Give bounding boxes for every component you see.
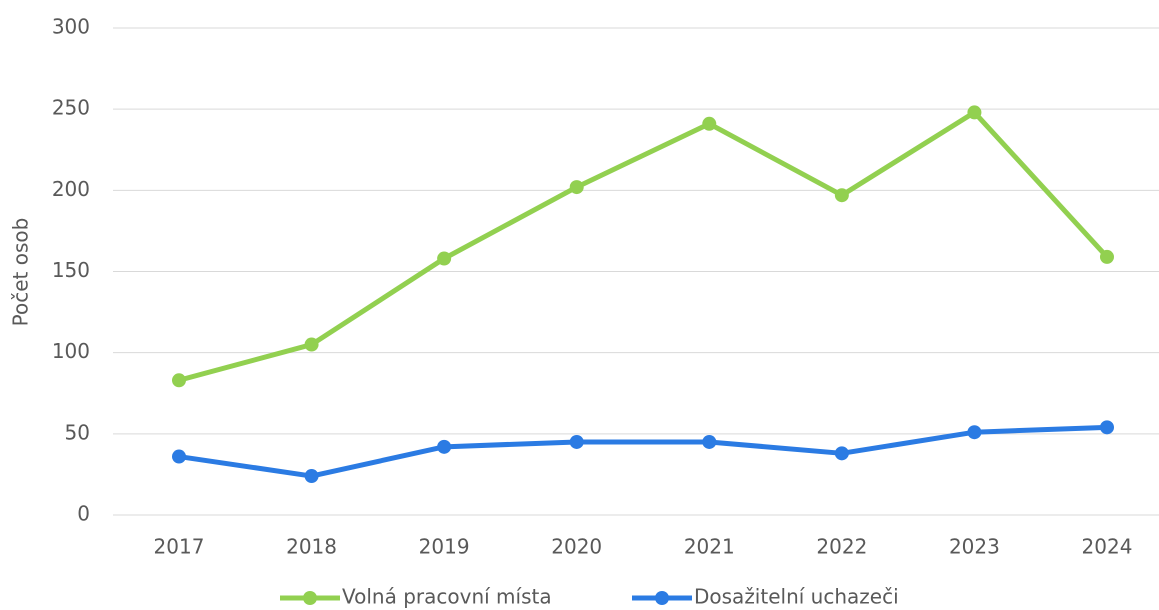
data-point	[1099, 420, 1114, 435]
x-tick-label: 2019	[419, 535, 470, 559]
data-point	[172, 449, 186, 464]
data-point	[304, 337, 319, 352]
x-tick-label: 2018	[286, 535, 337, 559]
y-tick-label: 250	[52, 96, 90, 120]
y-tick-label: 0	[77, 502, 90, 526]
series-line	[178, 424, 1108, 479]
y-tick-label: 200	[52, 177, 90, 201]
series-line	[178, 109, 1109, 383]
x-tick-label: 2024	[1082, 535, 1133, 559]
data-point	[569, 434, 584, 449]
legend-label: Volná pracovní místa	[342, 585, 552, 609]
data-point	[967, 425, 982, 440]
legend-marker	[303, 591, 317, 605]
y-tick-label: 100	[52, 339, 90, 363]
data-point	[834, 188, 849, 203]
data-point	[569, 180, 584, 195]
data-point	[834, 446, 849, 461]
data-point	[172, 373, 186, 388]
data-point	[702, 116, 717, 131]
y-tick-label: 150	[52, 258, 90, 282]
y-axis-label: Počet osob	[9, 218, 33, 327]
legend-marker	[655, 591, 669, 605]
x-tick-label: 2022	[816, 535, 867, 559]
x-tick-label: 2023	[949, 535, 1000, 559]
y-tick-label: 50	[65, 420, 90, 444]
data-point	[1099, 249, 1114, 264]
legend-label: Dosažitelní uchazeči	[694, 585, 899, 609]
data-point	[304, 469, 319, 484]
data-point	[967, 105, 982, 120]
data-point	[437, 251, 452, 266]
y-tick-label: 300	[52, 15, 90, 39]
x-tick-label: 2020	[551, 535, 602, 559]
data-point	[702, 434, 717, 449]
data-point	[437, 439, 452, 454]
x-tick-label: 2021	[684, 535, 735, 559]
x-tick-label: 2017	[154, 535, 205, 559]
